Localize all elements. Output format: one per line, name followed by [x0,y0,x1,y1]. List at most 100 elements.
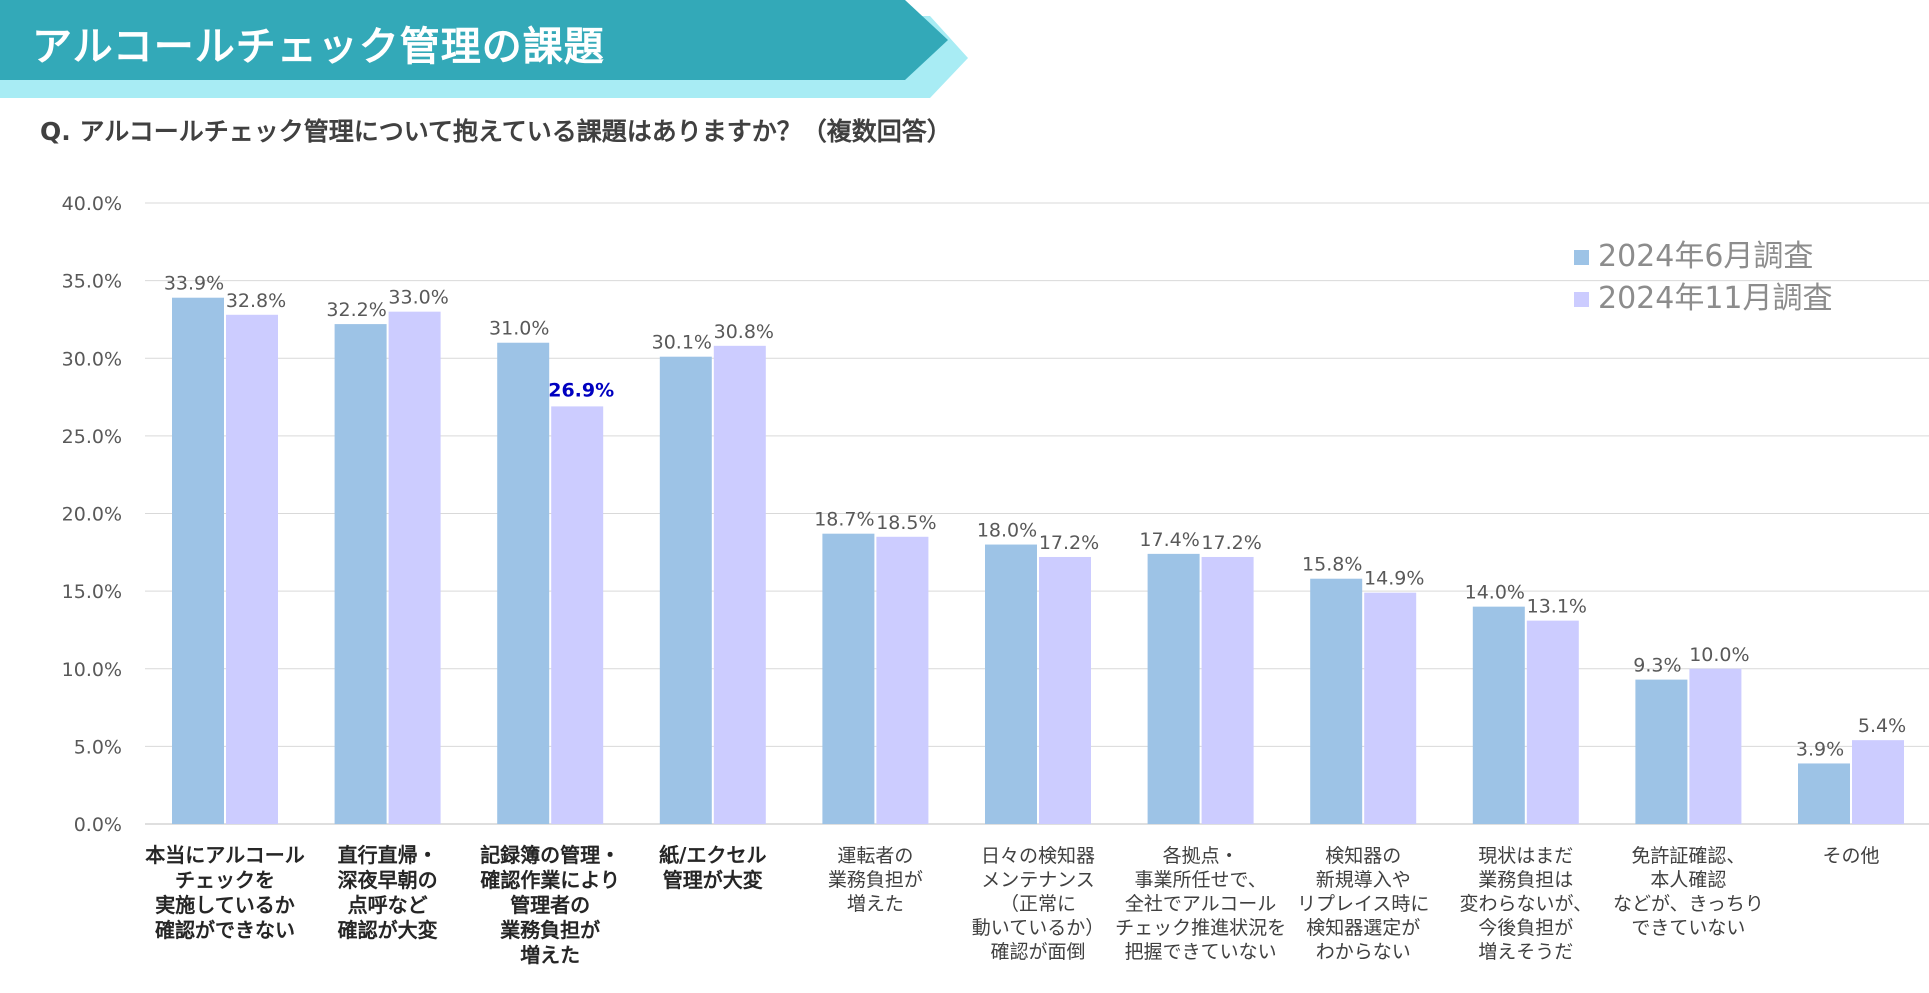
category-label: 把握できていない [1125,941,1277,963]
bar-jun-10 [1798,763,1850,824]
category-label: 動いているか） [972,917,1104,939]
data-label: 18.7% [814,509,874,531]
bar-jun-4 [822,533,875,824]
bar-nov-2 [551,406,604,824]
category-label: 直行直帰・ [338,843,438,867]
bar-nov-6 [1201,556,1254,824]
category-label: 本人確認 [1650,869,1726,891]
category-label: 確認が面倒 [990,941,1085,963]
bar-jun-3 [659,356,712,824]
data-label: 13.1% [1527,596,1587,618]
category-label: 管理者の [510,893,590,917]
y-tick-label: 35.0% [62,271,122,293]
bar-nov-5 [1039,556,1091,824]
data-label: 17.4% [1139,529,1199,551]
category-label: 検知器選定が [1306,917,1420,939]
data-label: 33.0% [388,287,448,309]
category-label: 確認ができない [155,918,295,942]
data-label: 18.5% [876,512,936,534]
category-label: 新規導入や [1316,869,1411,891]
page-title: アルコールチェック管理の課題 [32,24,605,70]
y-tick-label: 25.0% [62,426,122,448]
survey-question: Q. アルコールチェック管理について抱えている課題はありますか？（複数回答） [40,117,952,146]
bar-nov-9 [1689,668,1742,824]
y-tick-label: 10.0% [62,659,122,681]
category-label: 増えた [520,943,580,967]
category-label: 今後負担が [1478,917,1573,939]
category-label: チェックを [175,868,275,892]
data-label: 32.2% [326,299,386,321]
category-label: などが、きっちり [1613,893,1764,915]
bar-nov-4 [876,536,929,824]
category-label: 業務負担は [1478,869,1573,891]
bar-nov-0 [226,314,278,824]
category-label: 増えそうだ [1478,941,1573,963]
category-label: 確認が大変 [338,918,438,942]
data-labels: 33.9%32.8% 32.2%33.0% 31.0% 26.9% 30.1% 30.8%… [164,273,1906,761]
category-label: （正常に [1000,893,1076,915]
category-label: 管理が大変 [663,868,763,892]
data-label: 17.2% [1201,532,1261,554]
bar-nov-8 [1526,620,1579,824]
data-label: 32.8% [226,290,286,312]
category-label: リプレイス時に [1297,893,1429,915]
category-label: 日々の検知器 [981,845,1095,867]
category-label: 業務負担が [500,918,600,942]
y-axis-ticks: 0.0% 5.0% 10.0% 15.0% 20.0% 25.0% 30.0% 35.0% 40… [62,193,122,836]
data-label: 9.3% [1633,655,1681,677]
y-tick-label: 30.0% [62,348,122,370]
category-label: チェック推進状況を [1115,917,1286,939]
category-label: 全社でアルコール [1125,893,1276,915]
data-label: 14.9% [1364,568,1424,590]
data-label: 17.2% [1039,532,1099,554]
legend: 2024年6月調査 2024年11月調査 [1574,239,1833,316]
legend-swatch [1574,292,1589,307]
category-label: 記録簿の管理・ [480,843,620,867]
data-label: 26.9% [548,379,614,401]
bar-nov-3 [713,345,766,824]
bars [172,297,1904,824]
category-label: 増えた [847,893,904,915]
bar-jun-6 [1147,553,1200,824]
legend-label: 2024年6月調査 [1598,239,1813,274]
data-label: 15.8% [1302,554,1362,576]
bar-jun-7 [1310,578,1363,824]
category-label: 現状はまだ [1478,845,1573,867]
data-label: 14.0% [1465,582,1525,604]
title-banner [0,0,968,98]
category-label: 確認作業により [480,868,620,892]
category-label: 運転者の [837,845,913,867]
category-label: 業務負担が [828,869,923,891]
bar-nov-10 [1852,740,1904,824]
banner-band [0,0,948,80]
data-label: 3.9% [1796,738,1844,760]
category-label: 免許証確認、 [1631,845,1745,867]
category-label: 実施しているか [155,893,294,917]
bar-jun-5 [985,544,1037,824]
category-label: 変わらないが、 [1459,893,1592,915]
y-tick-label: 5.0% [74,736,122,758]
category-label: 検知器の [1325,845,1401,867]
data-label: 5.4% [1858,715,1906,737]
category-label: 点呼など [348,893,428,917]
legend-swatch [1574,250,1589,265]
y-tick-label: 20.0% [62,504,122,526]
category-label: 事業所任せで、 [1134,869,1266,891]
data-label: 10.0% [1689,644,1749,666]
y-tick-label: 0.0% [74,814,122,836]
category-label: できていない [1631,917,1745,939]
bar-jun-8 [1472,606,1525,824]
bar-jun-0 [172,297,224,824]
category-label: 各拠点・ [1163,845,1239,867]
y-tick-label: 15.0% [62,581,122,603]
bar-nov-7 [1364,592,1417,824]
bar-jun-2 [497,342,550,824]
category-label: 深夜早朝の [338,868,438,892]
category-label: 紙/エクセル [659,843,766,867]
bar-nov-1 [388,311,441,824]
bar-jun-9 [1635,679,1688,824]
data-label: 30.1% [652,332,712,354]
data-label: 31.0% [489,318,549,340]
